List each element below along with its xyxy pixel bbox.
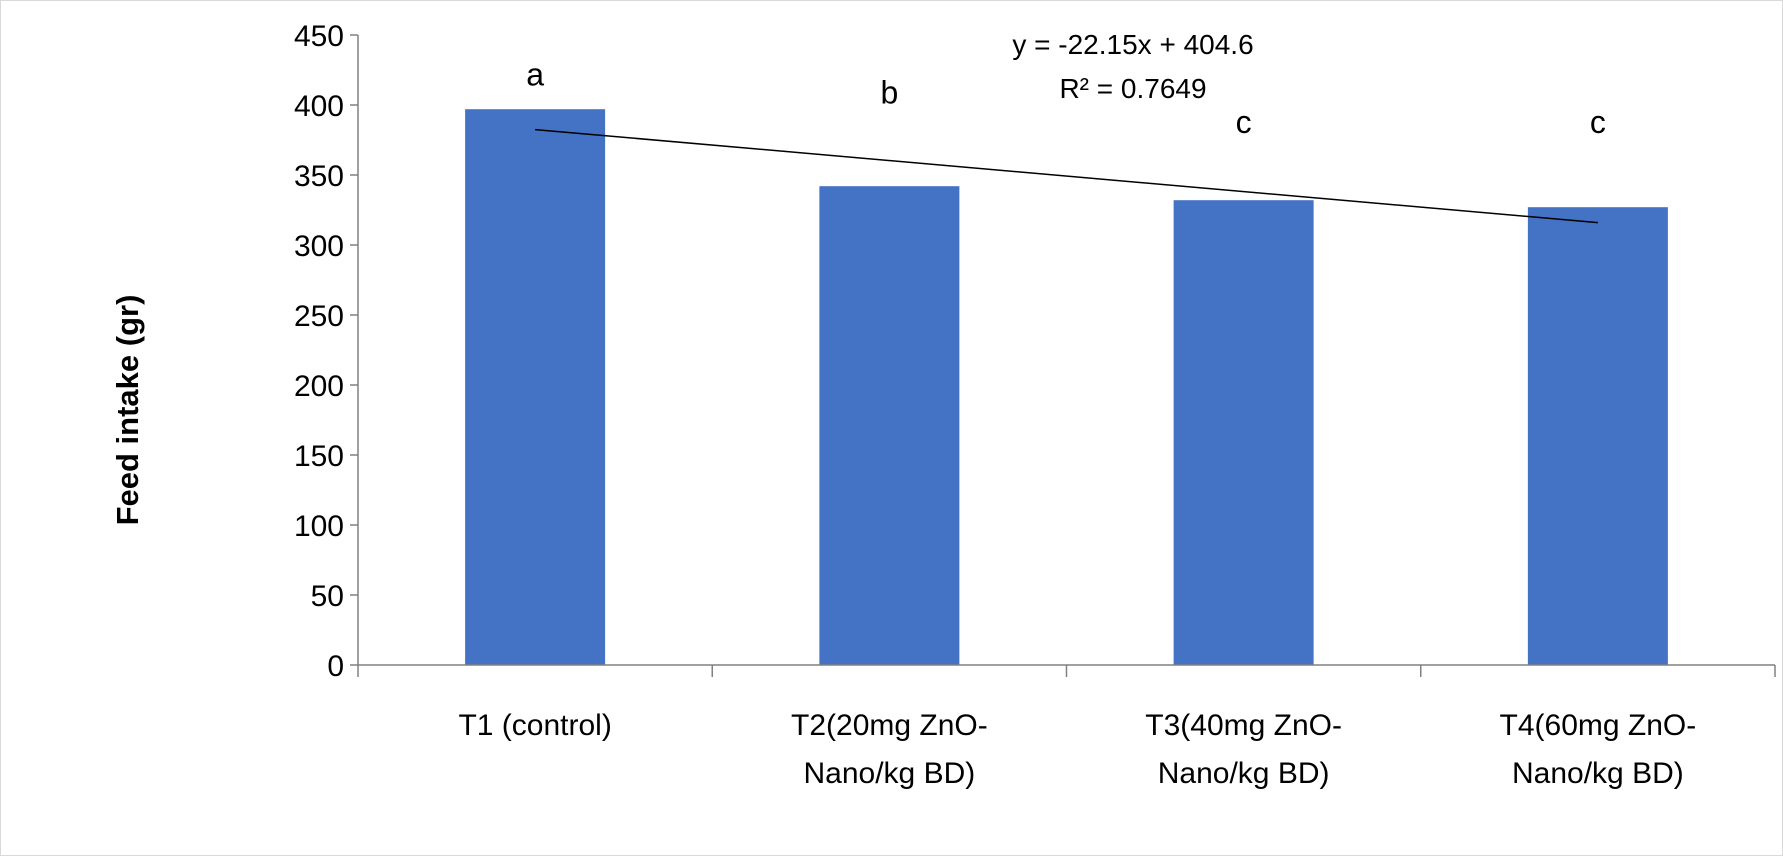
y-tick-label-350: 350 — [294, 160, 344, 193]
linear-trendline — [535, 128, 1598, 224]
y-tick-label-150: 150 — [294, 440, 344, 473]
x-category-label-4: T4(60mg ZnO- — [1500, 709, 1697, 742]
trendline-equation: y = -22.15x + 404.6 — [1012, 29, 1253, 60]
y-tick-label-50: 50 — [311, 580, 344, 613]
bar-3 — [1173, 200, 1314, 665]
x-category-label-3-line2: Nano/kg BD) — [1158, 757, 1330, 790]
y-tick-label-200: 200 — [294, 370, 344, 403]
significance-letter-4: c — [1590, 104, 1606, 140]
y-axis-title: Feed intake (gr) — [110, 295, 145, 526]
bar-2 — [819, 186, 960, 665]
x-category-label-2-line2: Nano/kg BD) — [804, 757, 976, 790]
bar-4 — [1527, 207, 1668, 665]
significance-letter-1: a — [526, 56, 544, 92]
significance-letter-2: b — [880, 75, 898, 111]
x-category-label-4-line2: Nano/kg BD) — [1512, 757, 1684, 790]
y-tick-label-300: 300 — [294, 230, 344, 263]
y-tick-label-450: 450 — [294, 20, 344, 53]
x-category-label-1: T1 (control) — [458, 709, 611, 742]
y-tick-label-100: 100 — [294, 510, 344, 543]
y-tick-label-0: 0 — [327, 650, 344, 683]
x-category-label-3: T3(40mg ZnO- — [1145, 709, 1342, 742]
x-category-label-2: T2(20mg ZnO- — [791, 709, 988, 742]
significance-letter-3: c — [1236, 104, 1252, 140]
trendline-r-squared: R² = 0.7649 — [1059, 73, 1206, 104]
y-tick-label-250: 250 — [294, 300, 344, 333]
y-tick-label-400: 400 — [294, 90, 344, 123]
bar-1 — [465, 109, 606, 665]
